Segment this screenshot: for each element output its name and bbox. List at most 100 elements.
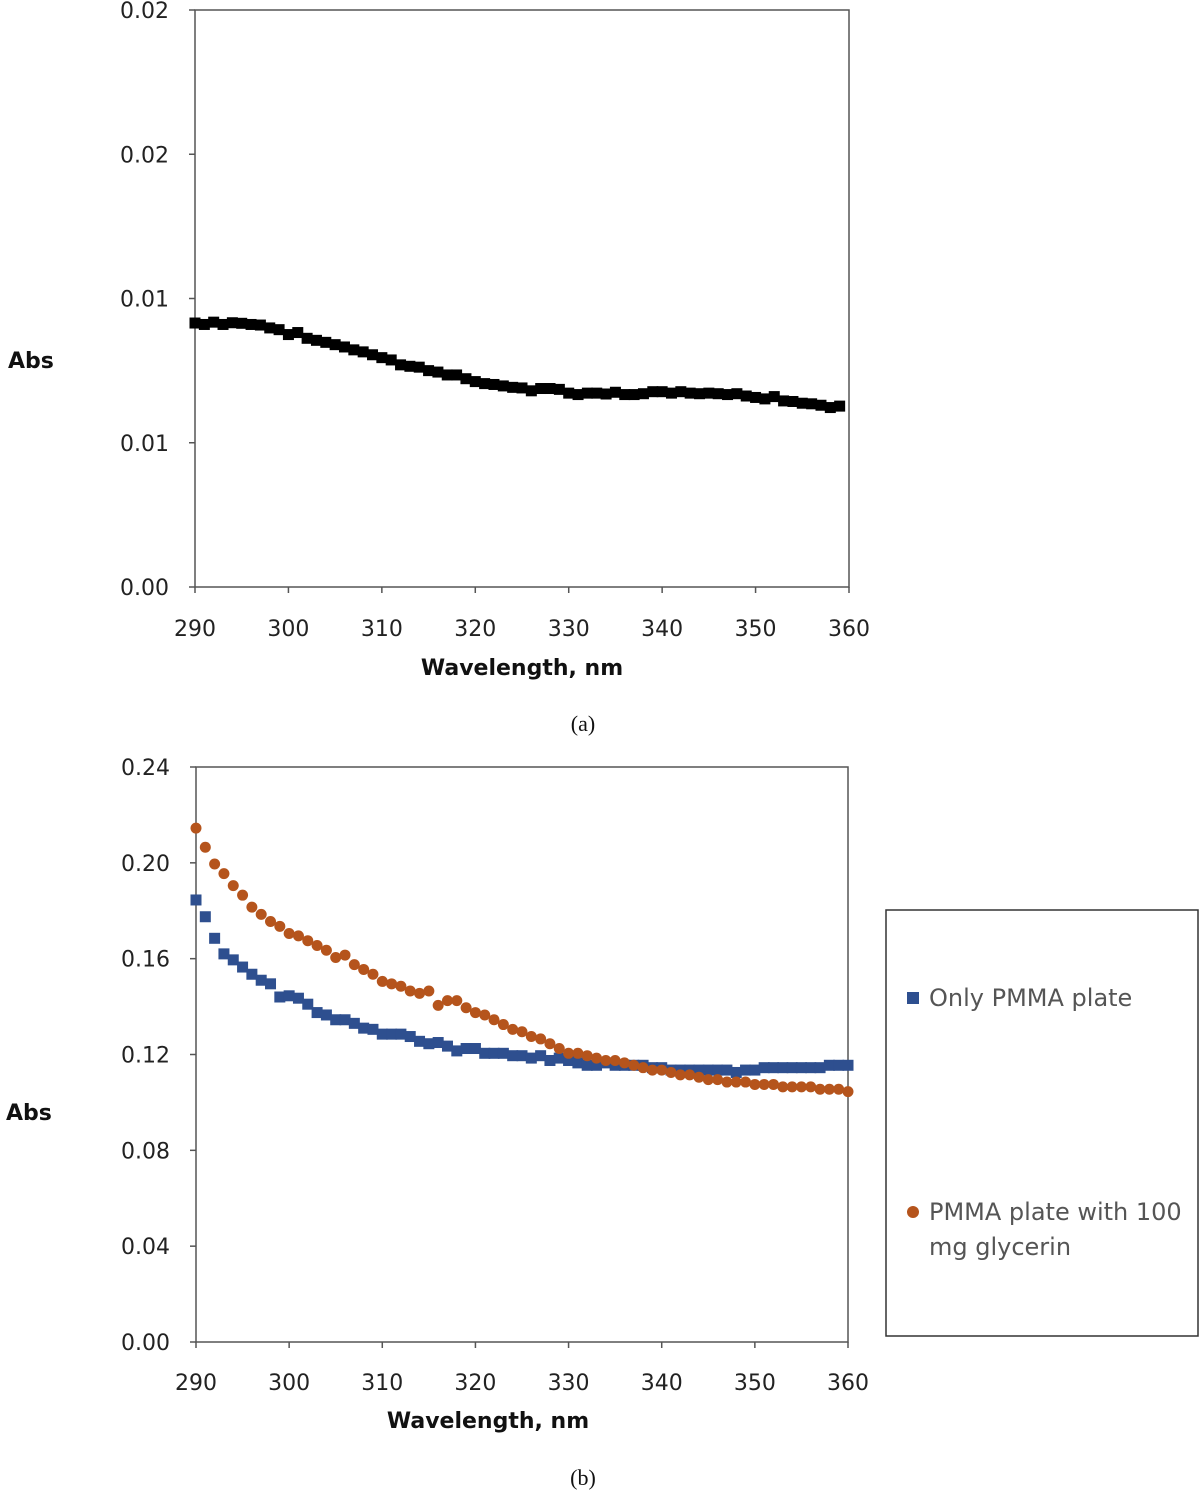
- data-point: [209, 932, 221, 944]
- data-point: [376, 975, 388, 987]
- data-point: [414, 987, 426, 999]
- data-point: [823, 1083, 835, 1095]
- data-point: [767, 1062, 779, 1074]
- data-point: [301, 332, 313, 344]
- x-tick-label: 330: [548, 1371, 590, 1396]
- chart-b-series: [190, 822, 854, 1098]
- data-point: [740, 390, 752, 402]
- data-point: [367, 349, 379, 361]
- data-point: [572, 1057, 584, 1069]
- y-tick-label: 0.00: [121, 1331, 170, 1356]
- data-point: [646, 1064, 658, 1076]
- data-point: [274, 920, 286, 932]
- data-point: [693, 1071, 705, 1083]
- data-point: [823, 1059, 835, 1071]
- chart-a-y-label: Abs: [8, 349, 54, 374]
- data-point: [451, 1045, 463, 1057]
- data-point: [806, 398, 818, 410]
- data-point: [703, 387, 715, 399]
- data-point: [237, 889, 249, 901]
- data-point: [348, 1017, 360, 1029]
- data-point: [469, 1043, 481, 1055]
- data-point: [833, 1083, 845, 1095]
- y-tick-label: 0.08: [121, 1139, 170, 1164]
- chart-b: 0.00 0.04 0.08 0.12 0.16 0.20 0.24 290 300 310 32…: [6, 756, 1199, 1490]
- data-point: [750, 391, 762, 403]
- data-point: [712, 388, 724, 400]
- x-tick-label: 360: [828, 617, 870, 642]
- data-point: [694, 388, 706, 400]
- data-point: [404, 985, 416, 997]
- data-point: [460, 373, 472, 385]
- data-point: [759, 393, 771, 405]
- data-point: [376, 352, 388, 364]
- y-tick-label: 0.02: [120, 0, 169, 24]
- data-point: [311, 939, 323, 951]
- data-point: [432, 366, 444, 378]
- data-point: [544, 1038, 556, 1050]
- legend-label-pmma-glycerin-line-2: mg glycerin: [929, 1233, 1071, 1261]
- data-point: [767, 1078, 779, 1090]
- x-tick-label: 350: [735, 617, 777, 642]
- data-point: [656, 1064, 668, 1076]
- data-point: [339, 1014, 351, 1026]
- data-point: [721, 1076, 733, 1088]
- data-point: [404, 360, 416, 372]
- y-tick-label: 0.00: [120, 576, 169, 601]
- chart-a-x-axis: 290 300 310 320 330 340 350 360: [174, 587, 870, 642]
- chart-b-y-label: Abs: [6, 1101, 52, 1126]
- data-point: [432, 999, 444, 1011]
- data-point: [423, 1038, 435, 1050]
- data-point: [675, 386, 687, 398]
- data-point: [684, 1069, 696, 1081]
- data-point: [525, 385, 537, 397]
- data-point: [190, 822, 202, 834]
- chart-a: 0.00 0.01 0.01 0.02 0.02 290 300 310 320 330 340 3…: [8, 0, 870, 736]
- data-point: [563, 387, 575, 399]
- series-only-pmma-plate: [190, 894, 854, 1078]
- data-point: [358, 963, 370, 975]
- data-point: [805, 1081, 817, 1093]
- data-point: [674, 1069, 686, 1081]
- data-point: [292, 930, 304, 942]
- data-point: [721, 1064, 733, 1076]
- data-point: [712, 1074, 724, 1086]
- chart-a-plot-frame: [194, 9, 850, 588]
- data-point: [254, 319, 266, 331]
- data-point: [488, 378, 500, 390]
- data-point: [665, 387, 677, 399]
- y-tick-label: 0.20: [121, 852, 170, 877]
- data-point: [274, 991, 286, 1003]
- data-point: [497, 1047, 509, 1059]
- data-point: [423, 985, 435, 997]
- x-tick-label: 340: [641, 617, 683, 642]
- data-point: [199, 841, 211, 853]
- data-point: [833, 1059, 845, 1071]
- data-point: [358, 1022, 370, 1034]
- data-point: [507, 381, 519, 393]
- x-tick-label: 360: [827, 1371, 869, 1396]
- data-point: [749, 1064, 761, 1076]
- data-point: [302, 935, 314, 947]
- data-point: [246, 901, 258, 913]
- data-point: [283, 990, 295, 1002]
- chart-b-x-axis: 290 300 310 320 330 340 350 360: [175, 1342, 869, 1396]
- data-point: [395, 359, 407, 371]
- data-point: [283, 928, 295, 940]
- data-point: [237, 961, 249, 973]
- data-point: [591, 1059, 603, 1071]
- data-point: [441, 1040, 453, 1052]
- data-point: [778, 395, 790, 407]
- data-point: [507, 1050, 519, 1062]
- x-tick-label: 290: [174, 617, 216, 642]
- data-point: [581, 1050, 593, 1062]
- data-point: [348, 344, 360, 356]
- data-point: [310, 334, 322, 346]
- data-point: [628, 389, 640, 401]
- data-point: [795, 1062, 807, 1074]
- data-point: [330, 1014, 342, 1026]
- data-point: [367, 1023, 379, 1035]
- data-point: [441, 995, 453, 1007]
- x-tick-label: 330: [548, 617, 590, 642]
- data-point: [637, 1062, 649, 1074]
